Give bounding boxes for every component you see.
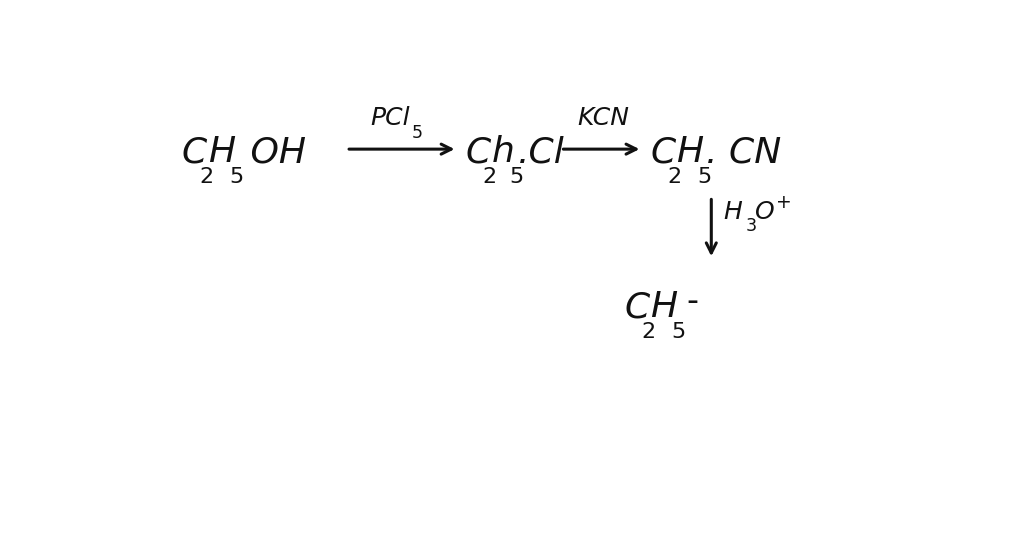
Text: C: C [182, 135, 207, 169]
Text: -: - [686, 285, 698, 318]
Text: H: H [677, 135, 703, 169]
Text: 2: 2 [641, 322, 655, 342]
Text: 5: 5 [510, 167, 524, 187]
Text: +: + [776, 193, 793, 212]
Text: .Cl: .Cl [518, 135, 564, 169]
Text: H: H [208, 135, 236, 169]
Text: PCl: PCl [370, 106, 410, 130]
Text: OH: OH [240, 135, 306, 169]
Text: . CN: . CN [706, 135, 781, 169]
Text: 5: 5 [697, 167, 712, 187]
Text: C: C [465, 135, 490, 169]
Text: 5: 5 [672, 322, 686, 342]
Text: O: O [755, 200, 774, 224]
Text: 5: 5 [229, 167, 244, 187]
Text: 3: 3 [745, 217, 757, 235]
Text: 2: 2 [482, 167, 497, 187]
Text: H: H [723, 200, 742, 224]
Text: 2: 2 [668, 167, 682, 187]
Text: 2: 2 [200, 167, 214, 187]
Text: h: h [492, 135, 514, 169]
Text: C: C [650, 135, 676, 169]
Text: H: H [650, 290, 677, 324]
Text: C: C [624, 290, 649, 324]
Text: KCN: KCN [578, 106, 630, 130]
Text: 5: 5 [412, 124, 423, 142]
